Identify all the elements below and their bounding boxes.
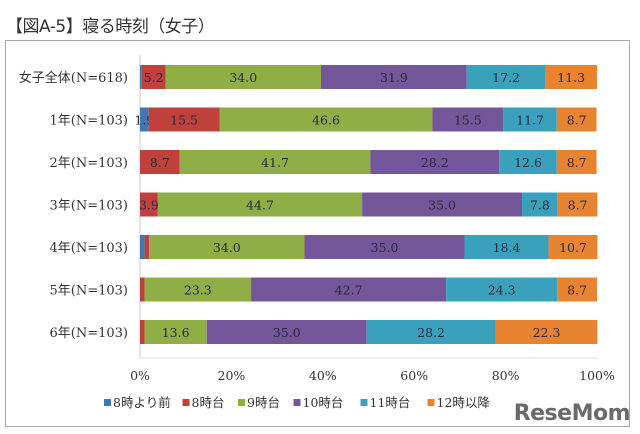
legend-label: 11時台 — [370, 395, 411, 410]
x-tick-label: 100% — [579, 368, 615, 383]
bar-segment[interactable] — [557, 277, 597, 302]
bar-segment[interactable] — [179, 150, 371, 174]
data-label: 23.3 — [184, 283, 212, 298]
legend-swatch — [104, 399, 111, 406]
x-tick-label: 40% — [309, 368, 337, 383]
category-label: 1年(N=103) — [50, 114, 129, 129]
data-label: 7.8 — [530, 198, 550, 213]
data-label: 35.0 — [273, 325, 301, 340]
bar-segment[interactable] — [149, 235, 305, 259]
data-label: 18.4 — [493, 240, 521, 255]
bar-segment[interactable] — [548, 235, 598, 259]
bar-segment[interactable] — [320, 65, 467, 89]
category-label: 6年(N=103) — [50, 326, 129, 341]
bar-segment[interactable] — [140, 277, 145, 302]
bar-segment[interactable] — [556, 150, 597, 174]
bar-segment[interactable] — [503, 107, 557, 132]
legend-swatch — [360, 399, 368, 406]
legend-swatch — [182, 399, 190, 406]
data-label: 44.7 — [246, 198, 274, 213]
x-tick-label: 0% — [130, 368, 150, 383]
data-label: 22.3 — [533, 325, 561, 340]
bar-segment[interactable] — [545, 65, 597, 89]
data-label: 11.3 — [557, 70, 585, 85]
bar-segment[interactable] — [251, 277, 447, 302]
bar-segment[interactable] — [464, 235, 549, 259]
x-tick-label: 80% — [492, 368, 520, 383]
bar-segment[interactable] — [466, 65, 546, 89]
bar-segment[interactable] — [446, 277, 558, 302]
bar-segment[interactable] — [495, 320, 598, 344]
bar-segment[interactable] — [140, 192, 158, 217]
data-label: 8.7 — [150, 155, 170, 170]
category-label: 女子全体(N=618) — [19, 70, 128, 86]
data-label: 17.2 — [492, 70, 520, 85]
bar-segment[interactable] — [304, 235, 465, 259]
bar-segment[interactable] — [140, 320, 145, 344]
category-label: 4年(N=103) — [50, 241, 129, 256]
data-label: 35.0 — [428, 198, 456, 213]
bar-segment[interactable] — [165, 65, 321, 89]
bar-segment[interactable] — [144, 277, 252, 302]
bar-segment[interactable] — [140, 150, 180, 174]
data-label: 15.5 — [454, 113, 482, 128]
bar-segment[interactable] — [557, 192, 598, 217]
legend-label: 10時台 — [303, 395, 344, 410]
chart-title: 【図A-5】寝る時刻（女子） — [6, 17, 215, 37]
bar-segment[interactable] — [141, 65, 166, 89]
bar-segment[interactable] — [219, 107, 433, 132]
bar-segment[interactable] — [362, 192, 523, 217]
legend-label: 8時台 — [192, 395, 225, 410]
data-label: 35.0 — [371, 240, 399, 255]
bar-segment[interactable] — [556, 107, 597, 132]
data-label: 8.7 — [568, 198, 588, 213]
legend-swatch — [238, 399, 245, 406]
data-label: 46.6 — [312, 113, 340, 128]
data-label: 12.6 — [514, 155, 542, 170]
legend-swatch — [293, 399, 301, 406]
bar-segment[interactable] — [157, 192, 363, 217]
x-tick-label: 60% — [400, 368, 428, 383]
legend-label: 12時以降 — [437, 395, 491, 410]
data-label: 5.2 — [144, 70, 164, 85]
data-label: 10.7 — [559, 240, 587, 255]
data-label: 8.7 — [567, 155, 587, 170]
bar-segment[interactable] — [432, 107, 504, 132]
bar-segment[interactable] — [522, 192, 558, 217]
bar-segment[interactable] — [140, 65, 142, 89]
data-label: 3.9 — [139, 198, 159, 213]
category-label: 5年(N=103) — [50, 284, 129, 299]
bar-segment[interactable] — [366, 320, 496, 344]
data-label: 41.7 — [261, 155, 289, 170]
data-label: 34.0 — [213, 240, 241, 255]
bar-segment[interactable] — [144, 235, 150, 259]
data-label: 28.2 — [421, 155, 449, 170]
data-label: 42.7 — [335, 283, 363, 298]
data-label: 31.9 — [380, 70, 408, 85]
bar-segment[interactable] — [206, 320, 367, 344]
data-label: 24.3 — [488, 283, 516, 298]
resemom-logo: ReseMom — [513, 401, 631, 426]
data-label: 11.7 — [516, 113, 544, 128]
category-label: 3年(N=103) — [50, 199, 129, 214]
chart-frame — [5, 40, 630, 427]
category-label: 2年(N=103) — [50, 156, 129, 171]
data-label: 13.6 — [162, 325, 190, 340]
legend-swatch — [427, 399, 435, 406]
bar-segment[interactable] — [148, 107, 220, 132]
bar-segment[interactable] — [499, 150, 557, 174]
bar-segment[interactable] — [144, 320, 207, 344]
bar-segment[interactable] — [140, 235, 145, 259]
data-label: 8.7 — [567, 113, 587, 128]
data-label: 8.7 — [567, 283, 587, 298]
data-label: 15.5 — [170, 113, 198, 128]
x-tick-label: 20% — [218, 368, 246, 383]
bar-segment[interactable] — [370, 150, 500, 174]
legend-label: 9時台 — [247, 395, 280, 410]
data-label: 28.2 — [417, 325, 445, 340]
data-label: 34.0 — [229, 70, 257, 85]
legend-label: 8時より前 — [113, 395, 171, 410]
bar-segment[interactable] — [140, 107, 149, 132]
